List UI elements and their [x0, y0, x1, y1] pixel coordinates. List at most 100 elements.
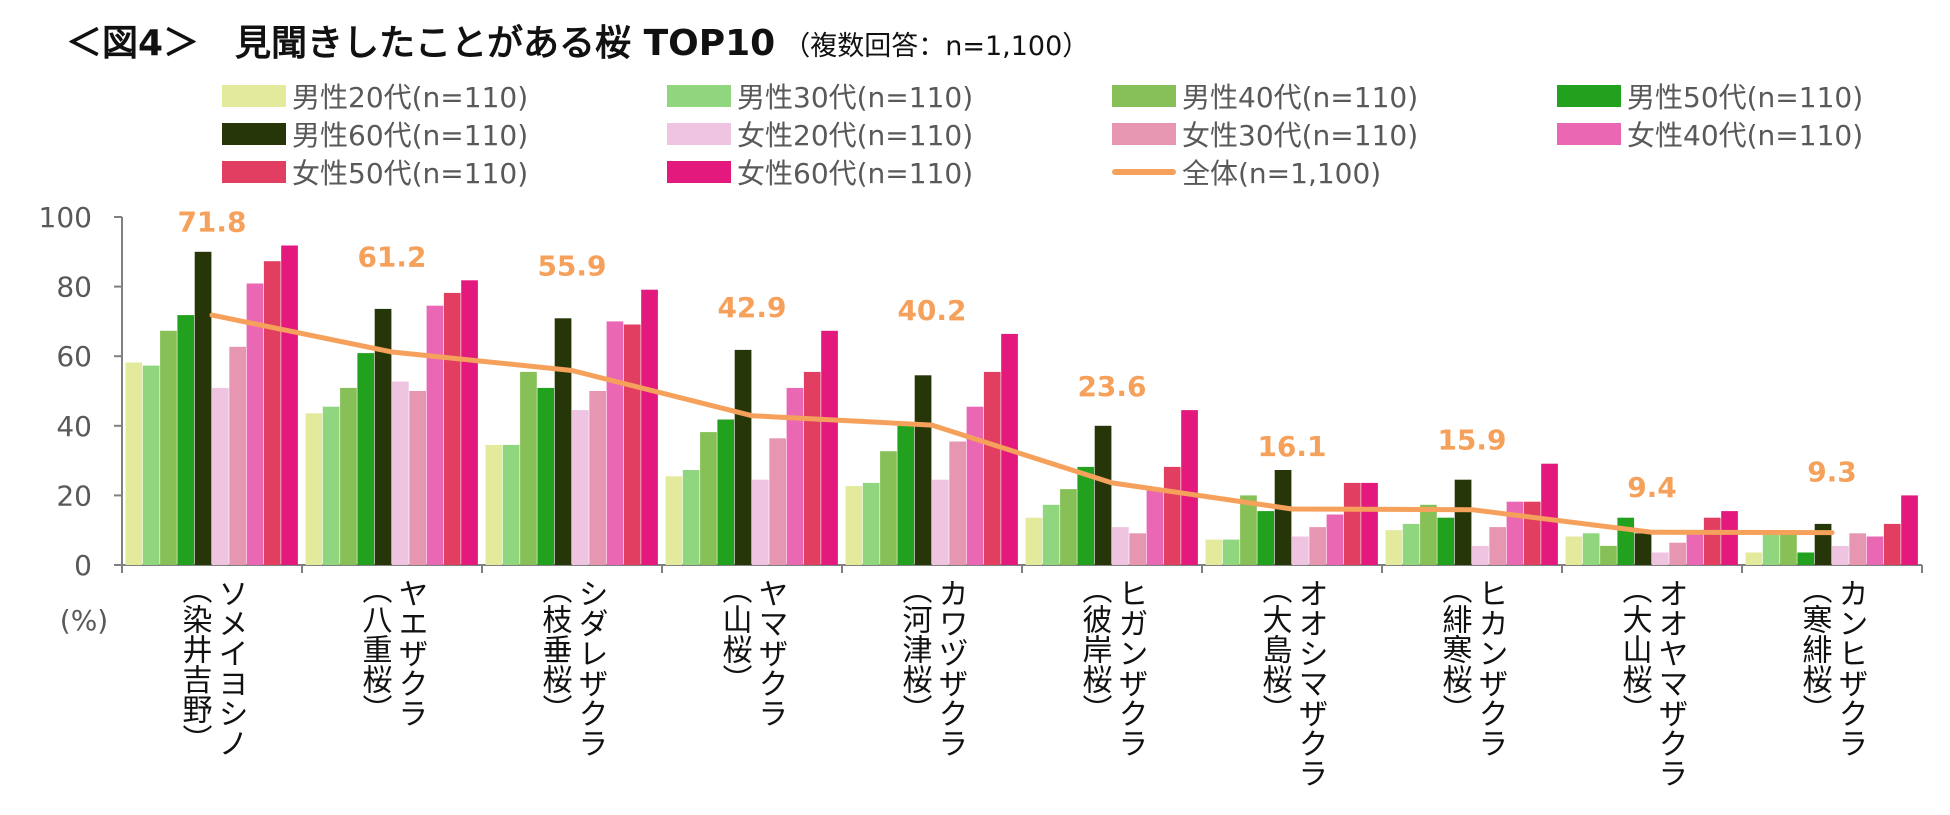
bar	[281, 245, 298, 565]
bar	[862, 482, 880, 565]
legend-item: 女性30代(n=110)	[1112, 114, 1418, 154]
legend-item: 女性60代(n=110)	[667, 152, 973, 192]
bar	[340, 387, 357, 565]
category-label: オオヤマザクラ	[1653, 578, 1688, 788]
bar	[229, 346, 246, 565]
bar	[1094, 425, 1112, 565]
chart-title-block: ＜図4＞ 見聞きしたことがある桜 TOP10 （複数回答：n=1,100）	[66, 14, 1089, 66]
total-data-label: 9.3	[1807, 455, 1857, 488]
bar	[1721, 511, 1738, 565]
legend-item: 男性20代(n=110)	[222, 76, 528, 116]
bar	[1222, 539, 1240, 565]
bar	[682, 470, 700, 565]
bar	[246, 283, 264, 565]
bar	[1437, 517, 1455, 565]
bar	[160, 330, 177, 565]
bar	[1129, 533, 1146, 565]
bar	[983, 371, 1001, 565]
category-sublabel: （染井吉野）	[177, 574, 213, 754]
bar	[1060, 489, 1077, 565]
bar	[1652, 552, 1669, 565]
category-label: カワヅザクラ	[933, 578, 968, 758]
total-data-label: 40.2	[897, 294, 966, 327]
bar	[1780, 533, 1797, 565]
bar	[1402, 523, 1420, 565]
bar	[554, 318, 572, 565]
bar	[641, 289, 658, 565]
legend-item: 男性40代(n=110)	[1112, 76, 1418, 116]
bar	[1343, 482, 1361, 565]
bar	[1472, 545, 1489, 565]
legend-item: 全体(n=1,100)	[1112, 152, 1381, 192]
bar	[786, 387, 804, 565]
category-sublabel: （枝垂桜）	[537, 574, 573, 724]
bar	[177, 315, 195, 565]
category-label: ヤエザクラ	[393, 578, 428, 728]
category-sublabel: （河津桜）	[897, 574, 933, 724]
bar	[752, 479, 769, 565]
y-tick-label: 80	[56, 271, 92, 304]
bar	[845, 486, 863, 565]
total-data-label: 9.4	[1627, 471, 1677, 504]
legend-item: 男性50代(n=110)	[1557, 76, 1863, 116]
category-label: オオシマザクラ	[1293, 578, 1328, 788]
legend-swatch	[667, 85, 731, 107]
bar	[212, 387, 229, 565]
legend-item: 男性60代(n=110)	[222, 114, 528, 154]
bar	[1385, 530, 1403, 565]
bar	[263, 261, 281, 565]
legend-label: 男性50代(n=110)	[1627, 81, 1864, 114]
category-label: シダレザクラ	[573, 578, 608, 758]
category-sublabel: （大島桜）	[1257, 574, 1293, 724]
bar	[1274, 470, 1292, 565]
bar	[1582, 533, 1600, 565]
bar	[1814, 523, 1832, 565]
bar	[897, 425, 915, 565]
category-label: ソメイヨシノ	[213, 578, 248, 758]
bar	[932, 479, 949, 565]
bar	[623, 324, 641, 565]
bar	[1686, 533, 1704, 565]
legend-swatch	[1112, 85, 1176, 107]
y-tick-label: 100	[39, 201, 92, 234]
legend-line-swatch	[1112, 169, 1176, 175]
total-data-label: 23.6	[1077, 370, 1146, 403]
legend-swatch	[1112, 123, 1176, 145]
category-sublabel: （緋寒桜）	[1437, 574, 1473, 724]
category-sublabel: （八重桜）	[357, 574, 393, 724]
bar	[1901, 495, 1918, 565]
bar	[1523, 501, 1541, 565]
legend-swatch	[222, 85, 286, 107]
category-label: ヒカンザクラ	[1473, 578, 1508, 758]
bar	[1240, 495, 1257, 565]
bar	[520, 371, 537, 565]
y-tick-label: 40	[56, 410, 92, 443]
y-tick-label: 60	[56, 340, 92, 373]
bar	[1600, 545, 1617, 565]
bar	[1257, 511, 1275, 565]
bar	[1541, 463, 1558, 565]
legend: 男性20代(n=110) 男性30代(n=110) 男性40代(n=110) 男性50…	[222, 76, 1932, 196]
bar	[537, 387, 555, 565]
total-series-line	[209, 312, 1835, 536]
bar	[1292, 536, 1309, 565]
bar	[1309, 527, 1326, 565]
legend-label: 男性30代(n=110)	[737, 81, 974, 114]
bar	[1361, 482, 1378, 565]
bar	[1205, 539, 1223, 565]
total-data-label: 71.8	[177, 206, 246, 239]
legend-swatch	[1557, 85, 1621, 107]
legend-item: 男性30代(n=110)	[667, 76, 973, 116]
legend-label: 女性60代(n=110)	[737, 157, 974, 190]
total-data-label: 55.9	[537, 250, 606, 283]
bar	[305, 413, 323, 565]
bar	[1042, 504, 1060, 565]
category-label: ヤマザクラ	[753, 578, 788, 728]
y-axis-unit-label: (%)	[60, 604, 108, 637]
bar	[665, 476, 683, 565]
bar	[1669, 542, 1686, 565]
category-label: ヒガンザクラ	[1113, 578, 1148, 758]
bar	[461, 280, 478, 565]
bar	[322, 406, 340, 565]
bar	[1797, 552, 1815, 565]
